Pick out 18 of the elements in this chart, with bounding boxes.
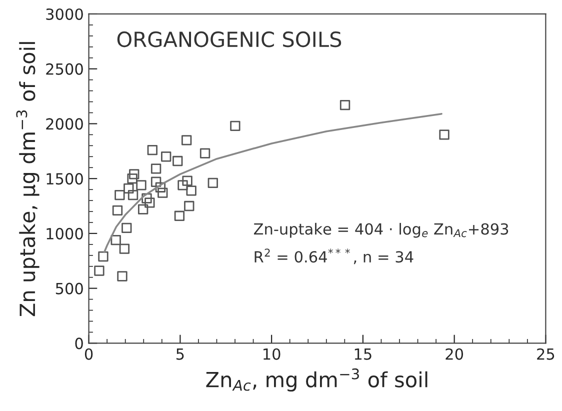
y-tick-label: 0 xyxy=(75,338,83,350)
text: ORGANOGENIC SOILS xyxy=(117,31,342,48)
y-tick-label: 500 xyxy=(56,282,83,294)
x-axis-title: Zn$_{Ac}$, mg dm$^{−3}$ of soil xyxy=(206,368,428,392)
y-tick-label: 2500 xyxy=(46,63,83,75)
y-tick-label: 2000 xyxy=(46,118,83,130)
y-tick-label: 1500 xyxy=(46,173,83,185)
x-tick-label: 20 xyxy=(446,348,464,360)
x-tick-label: 15 xyxy=(354,348,372,360)
x-tick-label: 5 xyxy=(176,348,184,360)
y-tick-label: 3000 xyxy=(46,8,83,20)
x-tick-label: 25 xyxy=(537,348,554,360)
annotation: R$^{2}$ = 0.64$^{***}$, n = 34 xyxy=(254,248,414,264)
y-tick-label: 1000 xyxy=(46,228,83,240)
x-tick-label: 10 xyxy=(264,348,280,360)
y-axis-title: Zn uptake, µg dm$^{−3}$ of soil xyxy=(16,42,40,316)
annotation: Zn-uptake = 404 · log$_{e}$ Zn$_{Ac}$+893 xyxy=(254,222,508,238)
x-tick-label: 0 xyxy=(84,348,93,360)
